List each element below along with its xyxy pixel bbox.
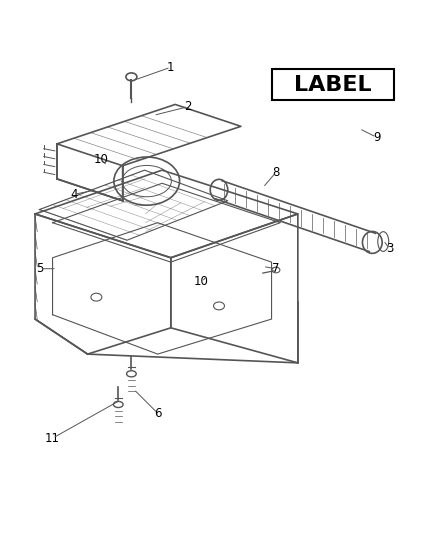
Bar xyxy=(272,69,394,100)
Text: 4: 4 xyxy=(71,188,78,201)
Text: 9: 9 xyxy=(373,131,381,144)
Text: 8: 8 xyxy=(272,166,279,179)
Text: 7: 7 xyxy=(272,262,280,275)
Text: 6: 6 xyxy=(154,407,162,419)
Text: 1: 1 xyxy=(167,61,175,74)
Text: 3: 3 xyxy=(386,243,393,255)
Text: 5: 5 xyxy=(36,262,43,275)
Text: LABEL: LABEL xyxy=(294,75,372,95)
Text: 10: 10 xyxy=(93,152,108,166)
Text: 2: 2 xyxy=(184,100,192,113)
Text: 10: 10 xyxy=(194,276,209,288)
Text: 11: 11 xyxy=(45,432,60,445)
